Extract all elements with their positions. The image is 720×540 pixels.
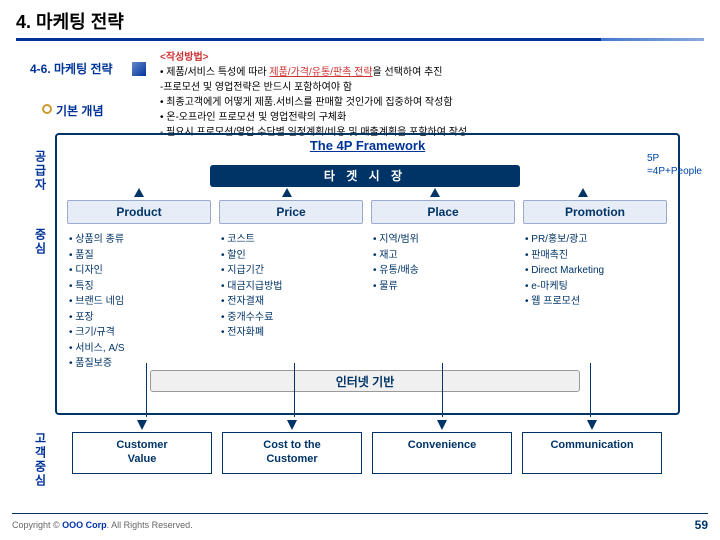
label-customer: 고객중심 (32, 432, 49, 488)
target-market-band: 타 겟 시 장 (210, 165, 520, 187)
title-underline (16, 38, 704, 41)
list-item: 웹 프로모션 (525, 294, 667, 310)
b2b: Customer (266, 453, 317, 465)
list-item: 재고 (373, 248, 515, 264)
concept-bullet-icon (42, 104, 52, 114)
list-item: 포장 (69, 310, 211, 326)
b3: Convenience (408, 439, 476, 451)
list-item: 크기/규격 (69, 325, 211, 341)
list-item: 물류 (373, 279, 515, 295)
list-item: 브랜드 네임 (69, 294, 211, 310)
list-item: e-마케팅 (525, 279, 667, 295)
list-item: 유통/배송 (373, 263, 515, 279)
col-head-product: Product (67, 200, 211, 224)
method-line3: • 최종고객에게 어떻게 제품.서비스를 판매할 것인가에 집중하여 작성함 (160, 97, 453, 108)
col-promotion: Promotion PR/홍보/광고판매촉진Direct Marketinge-… (523, 200, 667, 372)
method-title: <작성방법> (160, 52, 208, 63)
list-item: 서비스, A/S (69, 341, 211, 357)
col-head-place: Place (371, 200, 515, 224)
list-item: 코스트 (221, 232, 363, 248)
method-line4: • 온-오프라인 프로모션 및 영업전략의 구체화 (160, 112, 346, 123)
columns-row: Product 상품의 종류품질디자인특징브랜드 네임포장크기/규격서비스, A… (67, 200, 667, 372)
bottom-customer-value: Customer Value (72, 432, 212, 474)
list-promotion: PR/홍보/광고판매촉진Direct Marketinge-마케팅웹 프로모션 (523, 232, 667, 310)
b4: Communication (550, 439, 633, 451)
arrow-up-icon (578, 188, 588, 197)
footer: Copyright © OOO Corp. All Rights Reserve… (12, 518, 708, 532)
internet-band: 인터넷 기반 (150, 370, 580, 392)
method-line1c: 을 선택하여 추진 (373, 67, 443, 78)
list-product: 상품의 종류품질디자인특징브랜드 네임포장크기/규격서비스, A/S품질보증 (67, 232, 211, 372)
list-item: 전자화폐 (221, 325, 363, 341)
section-box-icon (132, 62, 146, 76)
section-num-title: 4-6. 마케팅 전략 (30, 60, 113, 77)
bottom-convenience: Convenience (372, 432, 512, 474)
frame-title: The 4P Framework (55, 138, 680, 153)
list-item: 디자인 (69, 263, 211, 279)
b1b: Value (128, 453, 157, 465)
list-item: 품질 (69, 248, 211, 264)
arrow-up-icon (134, 188, 144, 197)
page-number: 59 (695, 518, 708, 532)
connector-line (146, 363, 147, 417)
footer-line (12, 513, 708, 514)
method-line2: -프로모션 및 영업전략은 반드시 포함하여야 함 (160, 82, 352, 93)
bottom-row: Customer Value Cost to the Customer Conven… (72, 432, 662, 474)
connector-line (294, 363, 295, 417)
side-note: 5P =4P+People (647, 152, 702, 178)
footer-a: Copyright © (12, 520, 62, 530)
page-title: 4. 마케팅 전략 (0, 0, 720, 38)
b1a: Customer (116, 439, 167, 451)
method-box: <작성방법> • 제품/서비스 특성에 따라 제품/가격/유통/판촉 전략을 선… (160, 50, 700, 140)
arrow-down-icon (287, 420, 297, 430)
col-price: Price 코스트할인지급기간대금지급방법전자결재중개수수료전자화폐 (219, 200, 363, 372)
connector-line (442, 363, 443, 417)
list-item: 전자결재 (221, 294, 363, 310)
arrow-down-icon (137, 420, 147, 430)
arrow-down-icon (437, 420, 447, 430)
method-line1a: • 제품/서비스 특성에 따라 (160, 67, 269, 78)
list-item: 특징 (69, 279, 211, 295)
concept-label: 기본 개념 (56, 102, 104, 119)
arrow-up-icon (430, 188, 440, 197)
col-place: Place 지역/범위재고유통/배송물류 (371, 200, 515, 372)
arrow-down-icon (587, 420, 597, 430)
list-item: 판매촉진 (525, 248, 667, 264)
list-item: Direct Marketing (525, 263, 667, 279)
side-note-2: =4P+People (647, 166, 702, 177)
list-place: 지역/범위재고유통/배송물류 (371, 232, 515, 294)
col-head-promotion: Promotion (523, 200, 667, 224)
footer-c: . All Rights Reserved. (107, 520, 193, 530)
col-head-price: Price (219, 200, 363, 224)
list-item: 지역/범위 (373, 232, 515, 248)
list-item: 대금지급방법 (221, 279, 363, 295)
bottom-cost: Cost to the Customer (222, 432, 362, 474)
list-item: 지급기간 (221, 263, 363, 279)
side-note-1: 5P (647, 153, 659, 164)
footer-b: OOO Corp (62, 520, 107, 530)
footer-left: Copyright © OOO Corp. All Rights Reserve… (12, 520, 193, 530)
method-line1b: 제품/가격/유통/판촉 전략 (269, 67, 372, 78)
col-product: Product 상품의 종류품질디자인특징브랜드 네임포장크기/규격서비스, A… (67, 200, 211, 372)
list-item: 중개수수료 (221, 310, 363, 326)
label-supply: 공급자 (32, 150, 49, 192)
list-item: 상품의 종류 (69, 232, 211, 248)
list-item: 할인 (221, 248, 363, 264)
list-item: PR/홍보/광고 (525, 232, 667, 248)
label-center: 중심 (32, 228, 49, 256)
list-price: 코스트할인지급기간대금지급방법전자결재중개수수료전자화폐 (219, 232, 363, 341)
b2a: Cost to the (263, 439, 320, 451)
bottom-communication: Communication (522, 432, 662, 474)
arrow-up-icon (282, 188, 292, 197)
connector-line (590, 363, 591, 417)
